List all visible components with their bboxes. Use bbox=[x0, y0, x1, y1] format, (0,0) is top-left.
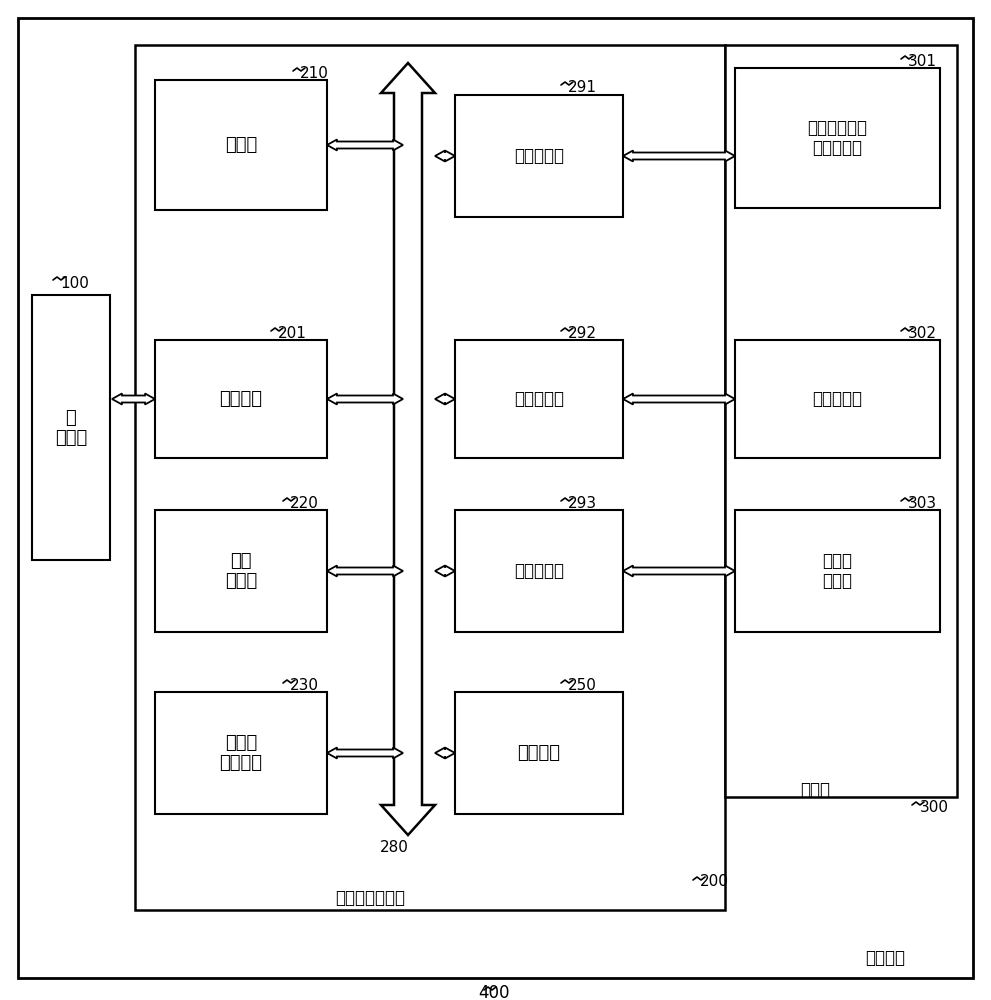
Bar bbox=[735, 340, 940, 458]
Text: 存储器控制器件: 存储器控制器件 bbox=[335, 889, 405, 907]
Text: 易失性
存储器: 易失性 存储器 bbox=[822, 552, 852, 590]
Text: 291: 291 bbox=[568, 81, 597, 96]
Polygon shape bbox=[435, 150, 455, 161]
Text: 250: 250 bbox=[568, 678, 597, 694]
Bar bbox=[735, 510, 940, 632]
Text: 主机接口: 主机接口 bbox=[219, 390, 263, 408]
Bar bbox=[32, 295, 110, 560]
Polygon shape bbox=[327, 139, 403, 150]
Polygon shape bbox=[327, 566, 403, 576]
Polygon shape bbox=[435, 748, 455, 758]
Bar bbox=[155, 510, 327, 632]
Polygon shape bbox=[112, 393, 155, 404]
Text: 存储器接口: 存储器接口 bbox=[514, 390, 564, 408]
Bar bbox=[455, 692, 623, 814]
Text: 100: 100 bbox=[60, 275, 89, 290]
Polygon shape bbox=[381, 63, 435, 835]
Text: 200: 200 bbox=[700, 874, 728, 890]
Text: 280: 280 bbox=[380, 840, 408, 856]
Text: 纠错码
处理单元: 纠错码 处理单元 bbox=[219, 734, 263, 772]
Polygon shape bbox=[623, 566, 735, 576]
Polygon shape bbox=[435, 393, 455, 404]
Text: 300: 300 bbox=[920, 800, 949, 816]
Polygon shape bbox=[435, 566, 455, 576]
Text: 400: 400 bbox=[479, 984, 509, 1000]
Polygon shape bbox=[327, 748, 403, 758]
Polygon shape bbox=[327, 393, 403, 404]
Text: 存储系统: 存储系统 bbox=[865, 949, 905, 967]
Text: 292: 292 bbox=[568, 326, 597, 342]
Polygon shape bbox=[623, 393, 735, 404]
Bar bbox=[735, 68, 940, 208]
Text: 293: 293 bbox=[568, 496, 598, 512]
Text: 外围电路: 外围电路 bbox=[517, 744, 561, 762]
Text: 处理器: 处理器 bbox=[225, 136, 257, 154]
Polygon shape bbox=[623, 150, 735, 161]
Text: 存储器接口: 存储器接口 bbox=[514, 147, 564, 165]
Bar bbox=[155, 692, 327, 814]
Text: 302: 302 bbox=[908, 326, 937, 342]
Bar bbox=[155, 80, 327, 210]
Text: 210: 210 bbox=[300, 66, 329, 82]
Text: 非易失性随机
存取存储器: 非易失性随机 存取存储器 bbox=[807, 119, 867, 157]
Bar bbox=[725, 45, 957, 797]
Text: 快闪存储器: 快闪存储器 bbox=[812, 390, 862, 408]
Text: 220: 220 bbox=[290, 496, 319, 512]
Bar bbox=[455, 340, 623, 458]
Text: 301: 301 bbox=[908, 54, 937, 70]
Text: 201: 201 bbox=[278, 326, 307, 342]
Bar bbox=[455, 510, 623, 632]
Text: 存储器接口: 存储器接口 bbox=[514, 562, 564, 580]
Text: 主
计算机: 主 计算机 bbox=[55, 409, 87, 447]
Bar bbox=[135, 45, 725, 910]
Bar bbox=[455, 95, 623, 217]
Bar bbox=[155, 340, 327, 458]
Text: 230: 230 bbox=[290, 678, 319, 694]
Text: 存储器: 存储器 bbox=[800, 781, 830, 799]
Text: 303: 303 bbox=[908, 496, 937, 512]
Text: 内置
存储器: 内置 存储器 bbox=[225, 552, 257, 590]
